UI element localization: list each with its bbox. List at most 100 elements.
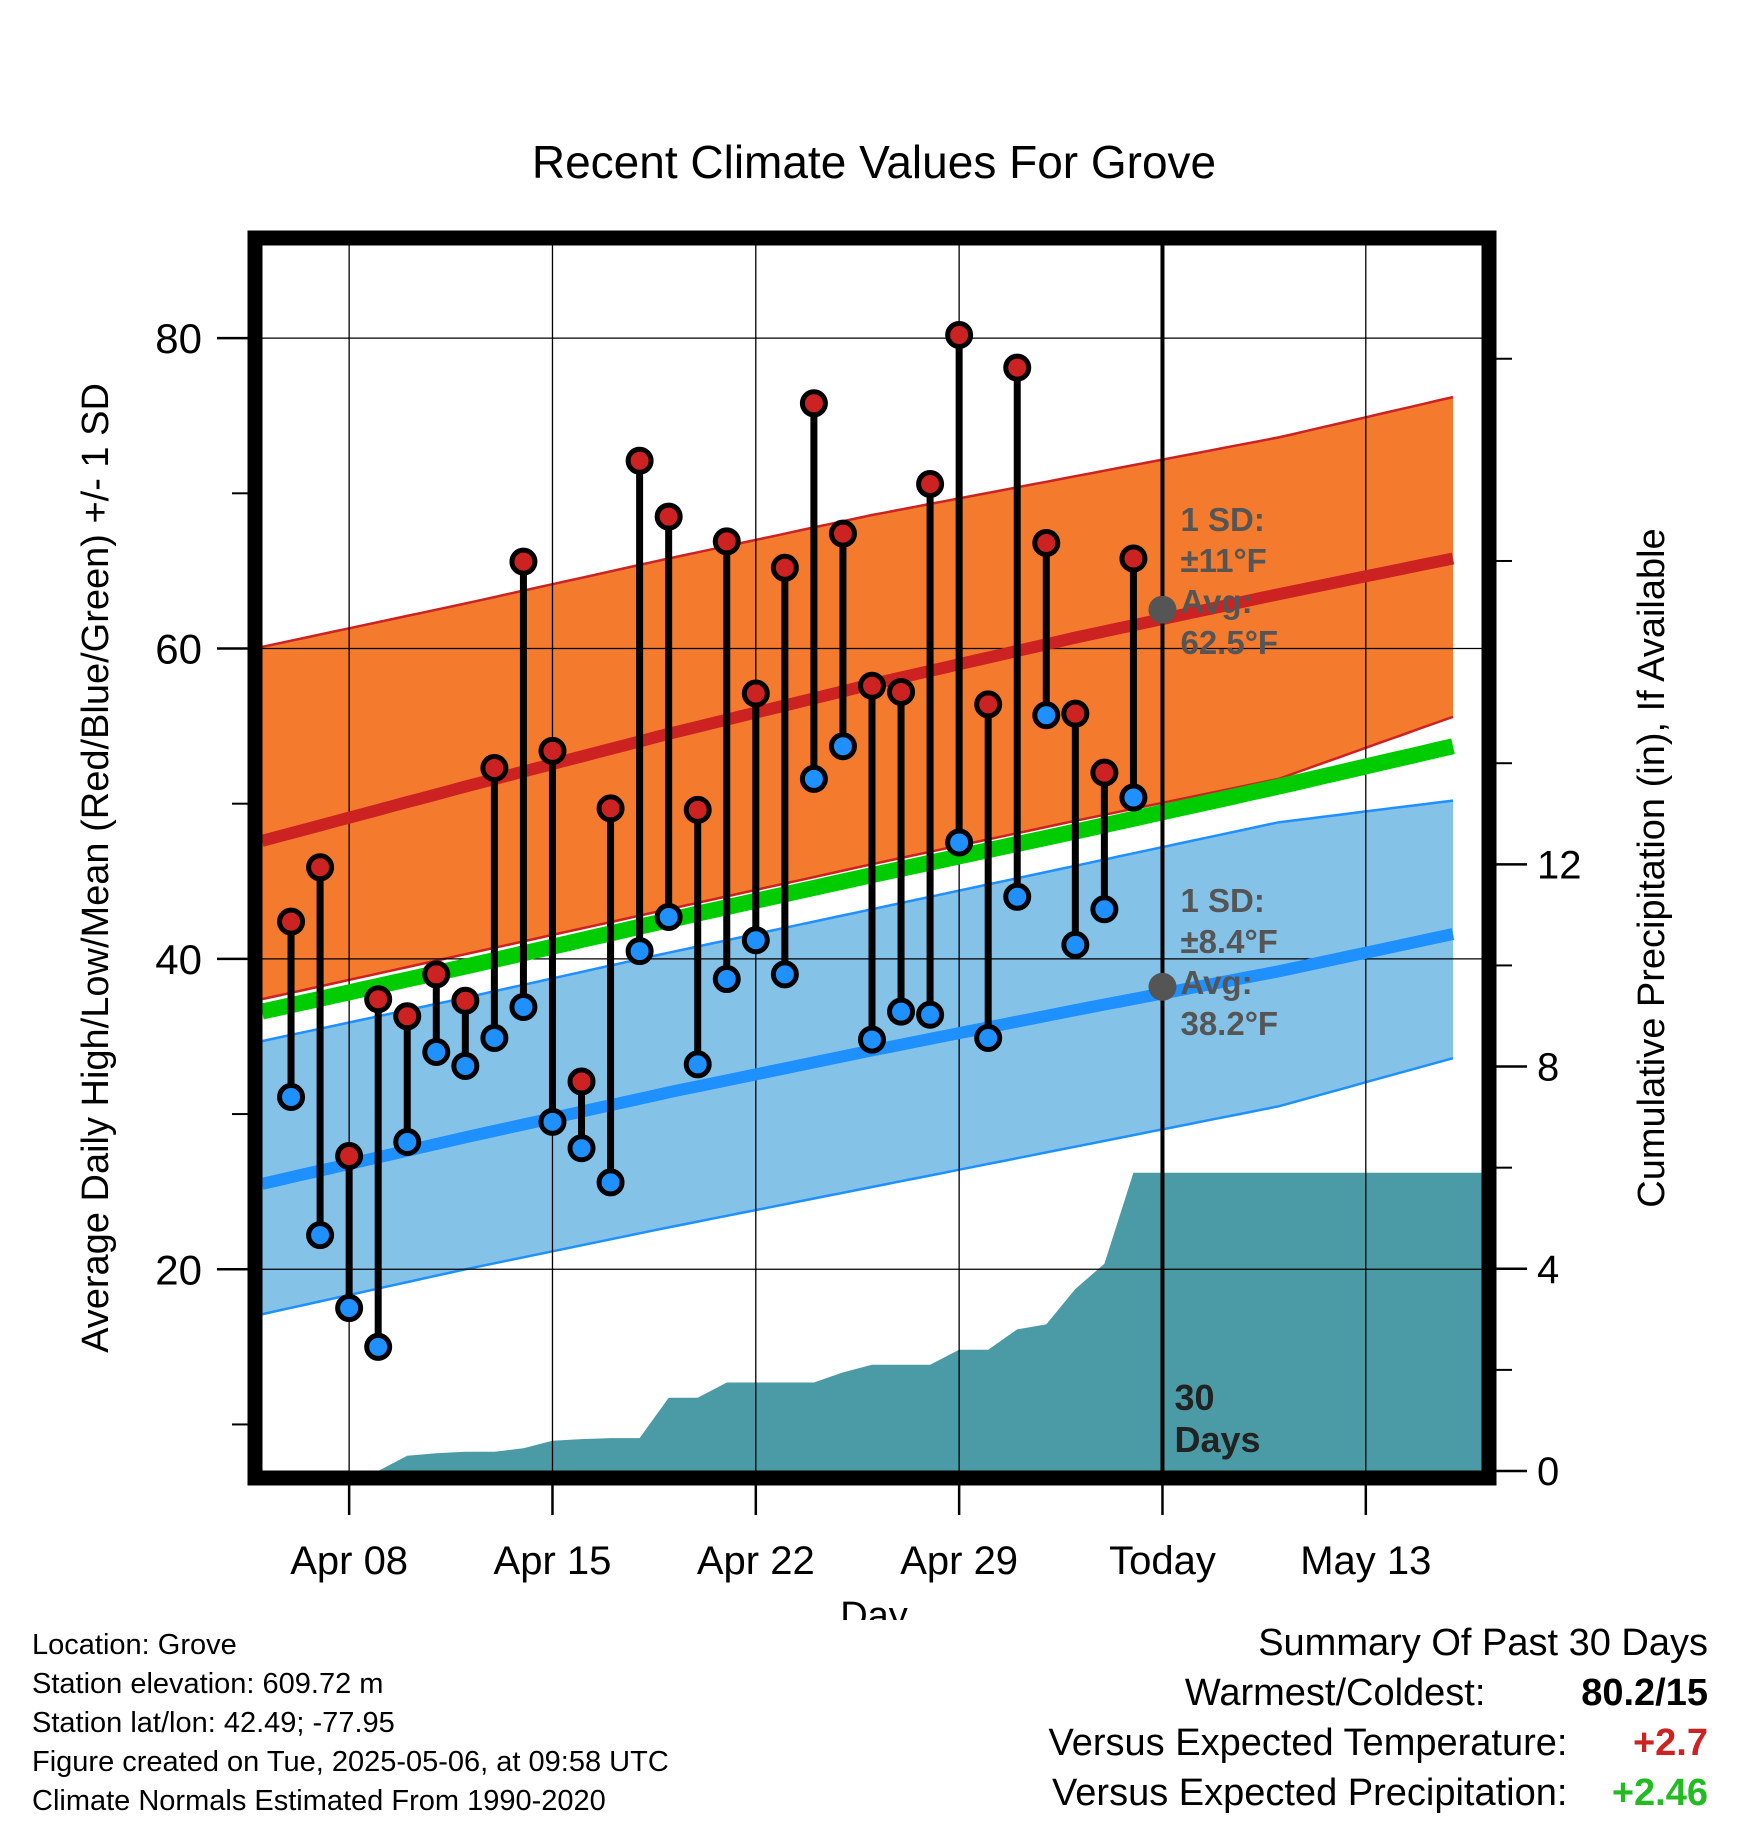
daily-low-point	[683, 1050, 712, 1079]
daily-low-point	[625, 937, 654, 966]
daily-high-point	[887, 677, 916, 706]
precip-area	[262, 1172, 1482, 1471]
y2-tick-label: 4	[1537, 1248, 1559, 1292]
daily-low-point	[393, 1127, 422, 1156]
precip-departure-label: Versus Expected Precipitation:	[1052, 1772, 1568, 1814]
daily-low-point	[828, 732, 857, 761]
daily-low-point	[1119, 783, 1148, 812]
plot-frame	[247, 230, 1497, 1486]
daily-high-point	[538, 736, 567, 765]
high-annotation-line: 62.5°F	[1180, 624, 1278, 661]
high-avg-marker	[1148, 595, 1177, 624]
y2-tick-label: 0	[1537, 1450, 1559, 1494]
x-axis-label: Day	[840, 1595, 908, 1620]
low-annotation-line: Avg:	[1180, 964, 1252, 1001]
y2-axis-label: Cumulative Precipitation (in), If Availa…	[1631, 528, 1673, 1207]
daily-high-point	[1090, 758, 1119, 787]
precip-departure-value: +2.46	[1611, 1772, 1708, 1814]
daily-low-point	[916, 1000, 945, 1029]
temp-departure-label: Versus Expected Temperature:	[1048, 1722, 1568, 1764]
daily-low-point	[596, 1168, 625, 1197]
daily-high-point	[1032, 528, 1061, 557]
temp-departure-row: Versus Expected Temperature: +2.7	[908, 1718, 1708, 1768]
daily-low-point	[1032, 701, 1061, 730]
daily-high-point	[364, 985, 393, 1014]
y2-tick-label: 8	[1537, 1046, 1559, 1090]
low-sd-lower-edge	[262, 1056, 1454, 1316]
x-tick-label: Apr 22	[697, 1539, 815, 1583]
y2-tick-label: 12	[1537, 843, 1582, 887]
created-text: Figure created on Tue, 2025-05-06, at 09…	[32, 1746, 669, 1778]
axes: 20 40 60 80 0 4 8 12 Apr 08 Apr 15 Apr 22 Apr 29 Tod…	[155, 230, 1582, 1583]
daily-high-point	[596, 794, 625, 823]
location-text: Location: Grove	[32, 1629, 237, 1661]
latlon-text: Station lat/lon: 42.49; -77.95	[32, 1707, 395, 1739]
summary-title: Summary Of Past 30 Days	[1258, 1622, 1708, 1664]
daily-high-point	[1061, 699, 1090, 728]
x-tick-label: Apr 08	[290, 1539, 408, 1583]
warmest-coldest-row: Warmest/Coldest: 80.2/15	[908, 1668, 1708, 1718]
daily-low-point	[364, 1332, 393, 1361]
daily-high-point	[1119, 544, 1148, 573]
daily-low-point	[1090, 895, 1119, 924]
daily-low-point	[538, 1107, 567, 1136]
warmest-coldest-value: 80.2/15	[1581, 1672, 1708, 1714]
y-tick-label: 60	[155, 625, 202, 672]
y-tick-label: 40	[155, 936, 202, 983]
daily-low-point	[741, 926, 770, 955]
daily-high-point	[1003, 353, 1032, 382]
daily-low-point	[480, 1024, 509, 1053]
daily-high-point	[567, 1067, 596, 1096]
daily-low-point	[712, 965, 741, 994]
daily-high-point	[480, 753, 509, 782]
station-metadata: Location: Grove Station elevation: 609.7…	[32, 1626, 669, 1821]
daily-high-point	[770, 553, 799, 582]
daily-low-point	[1061, 930, 1090, 959]
daily-high-point	[393, 1002, 422, 1031]
daily-high-point	[858, 671, 886, 700]
daily-low-point	[974, 1024, 1003, 1053]
today-label-unit: Days	[1174, 1419, 1260, 1460]
daily-low-point	[858, 1025, 886, 1054]
low-annotation-line: ±8.4°F	[1180, 923, 1277, 960]
daily-low-point	[887, 997, 916, 1026]
daily-high-point	[683, 795, 712, 824]
daily-high-point	[335, 1141, 364, 1170]
chart-title: Recent Climate Values For Grove	[532, 136, 1216, 188]
daily-high-point	[422, 960, 451, 989]
low-annotation-line: 1 SD:	[1180, 882, 1264, 919]
low-avg-marker	[1148, 972, 1177, 1001]
daily-low-point	[799, 764, 828, 793]
daily-high-point	[828, 519, 857, 548]
daily-low-point	[654, 902, 683, 931]
daily-high-point	[916, 469, 945, 498]
daily-low-point	[509, 992, 538, 1021]
high-sd-upper-edge	[262, 395, 1454, 649]
x-tick-label: Today	[1109, 1539, 1216, 1583]
today-label-number: 30	[1174, 1377, 1214, 1418]
x-tick-label: May 13	[1300, 1539, 1431, 1583]
daily-high-point	[974, 690, 1003, 719]
daily-low-point	[451, 1051, 480, 1080]
daily-low-point	[335, 1294, 364, 1323]
daily-low-point	[277, 1082, 306, 1111]
daily-low-point	[306, 1221, 335, 1250]
warmest-coldest-label: Warmest/Coldest:	[1184, 1672, 1486, 1714]
low-annotation-line: 38.2°F	[1180, 1005, 1278, 1042]
high-annotation-line: Avg:	[1180, 583, 1252, 620]
high-normal-line	[262, 552, 1455, 847]
daily-high-point	[277, 907, 306, 936]
daily-high-point	[712, 527, 741, 556]
mean-normal-line	[262, 738, 1455, 1020]
x-tick-label: Apr 15	[494, 1539, 612, 1583]
elevation-text: Station elevation: 609.72 m	[32, 1668, 384, 1700]
daily-low-point	[770, 960, 799, 989]
daily-low-point	[567, 1134, 596, 1163]
daily-high-point	[306, 853, 335, 882]
daily-high-point	[451, 986, 480, 1015]
high-annotation-line: ±11°F	[1180, 542, 1266, 579]
daily-high-point	[654, 502, 683, 531]
daily-high-point	[741, 679, 770, 708]
